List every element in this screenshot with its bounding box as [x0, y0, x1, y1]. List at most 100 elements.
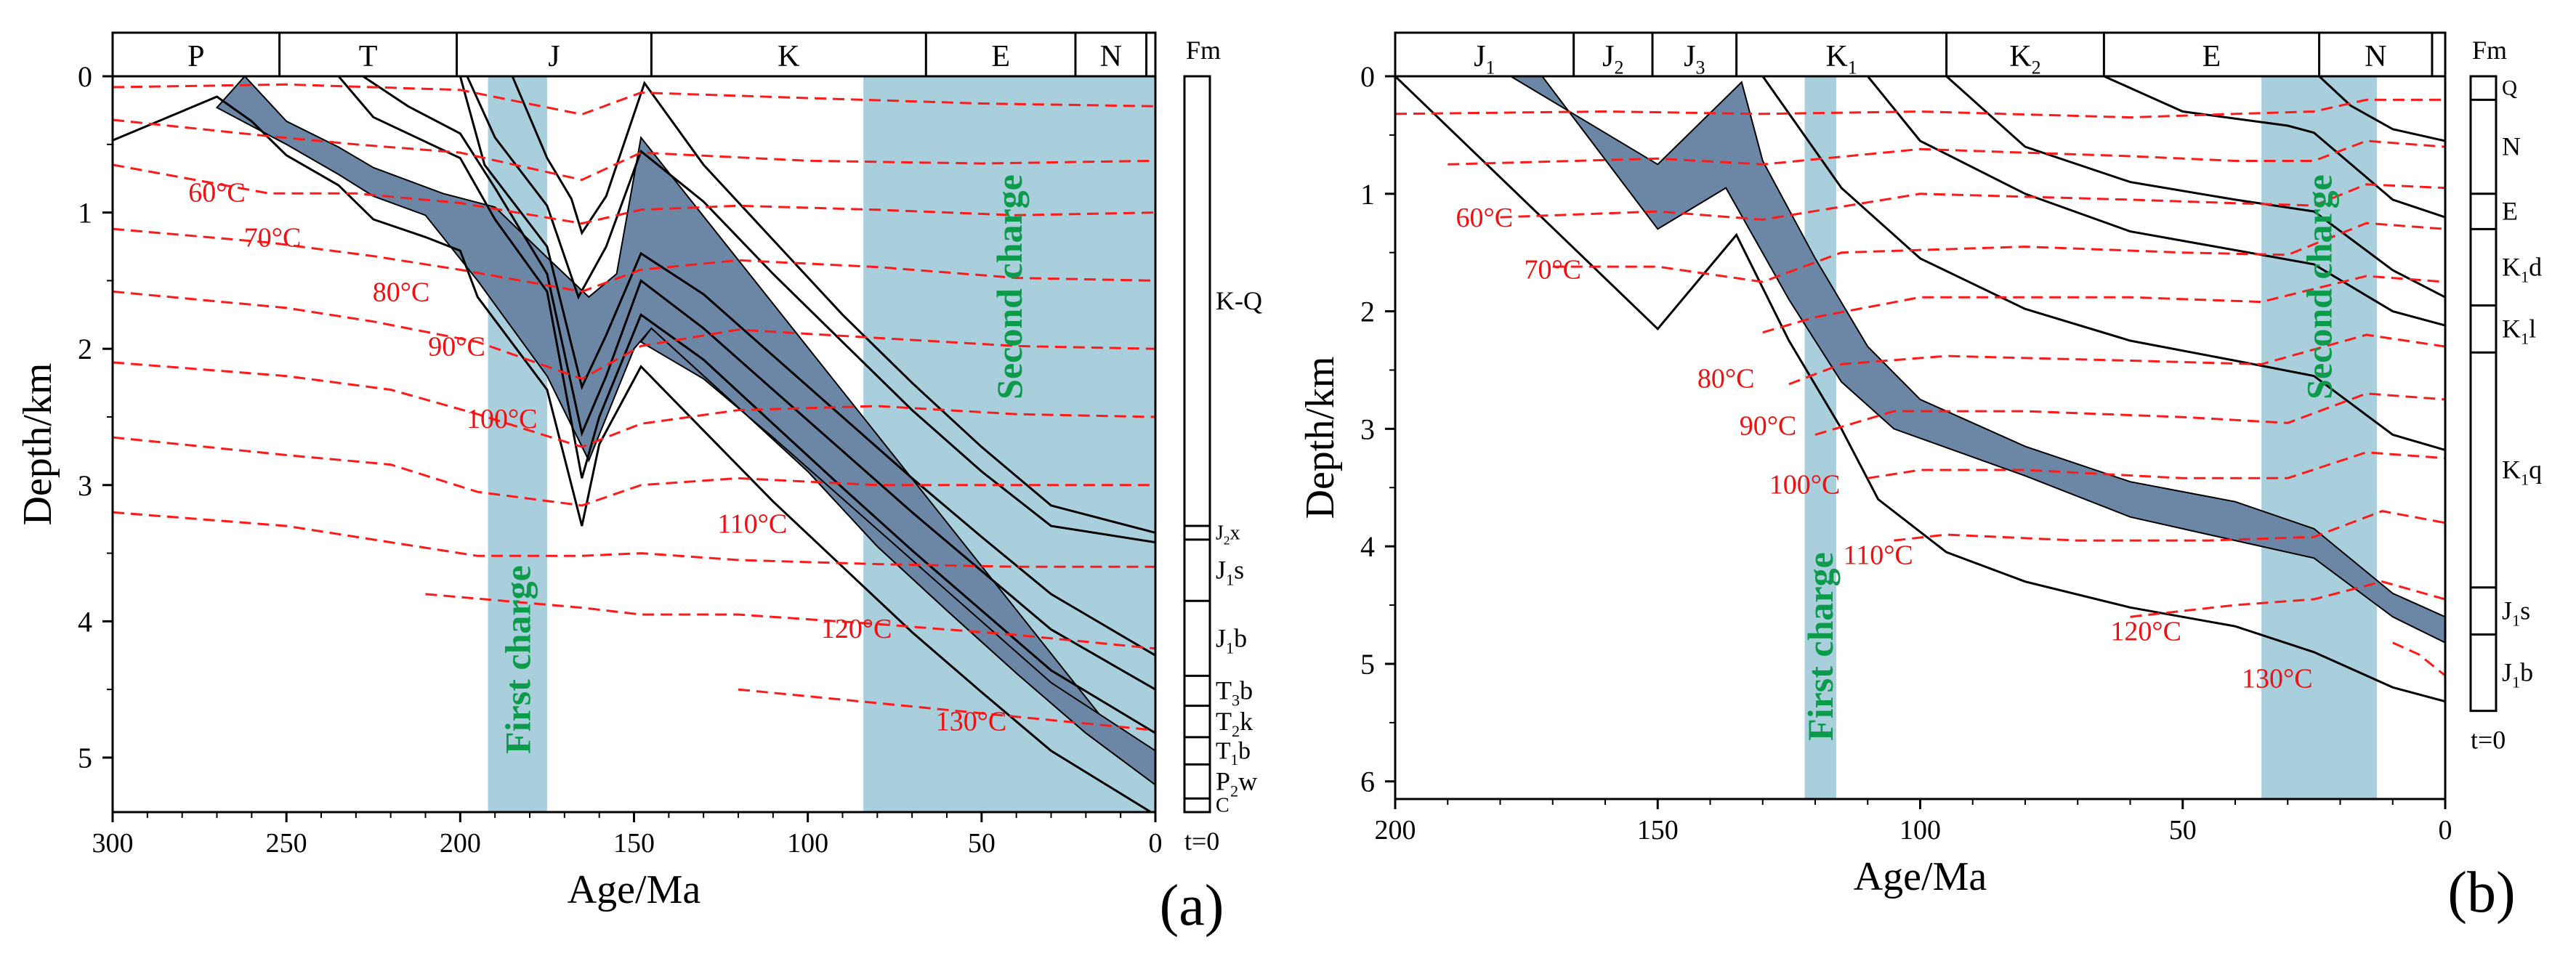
isotherm-line [113, 118, 1155, 182]
formation-label: J1b [2502, 658, 2533, 692]
isotherm-label: 80°C [1697, 364, 1755, 394]
x-axis-label: Age/Ma [1854, 854, 1987, 899]
isotherm-label: 100°C [467, 404, 538, 434]
y-axis-label: Depth/km [1298, 357, 1343, 519]
isotherm-label: 80°C [373, 277, 430, 308]
isotherm-line [113, 511, 1155, 568]
panel-label: (b) [2447, 861, 2515, 925]
period-header-frame [111, 31, 1157, 78]
charge-window-band [1804, 76, 1836, 799]
period-label: K [778, 40, 799, 73]
panel-label: (a) [1160, 874, 1224, 938]
y-tick-label: 6 [1360, 766, 1375, 798]
formation-label: E [2502, 197, 2518, 226]
formation-footer: t=0 [2471, 726, 2506, 755]
isotherm-line [1395, 98, 2445, 119]
formation-header: Fm [1186, 36, 1221, 65]
x-tick-label: 50 [2169, 815, 2197, 846]
panel-b: First charge Second charge 60°C 70°C 80°C 90°… [1298, 31, 2542, 925]
isotherm-line [113, 163, 1155, 225]
isotherm-label: 100°C [1769, 469, 1841, 500]
formation-column-frame [1183, 75, 1211, 814]
isotherm-line [1868, 451, 2445, 479]
formation-label: T1b [1216, 737, 1251, 768]
panel-a: First charge Second charge 60°C 70°C 80°C 90°… [15, 31, 1262, 938]
formation-column: Fm Q N E K1d K1l K1q J1s J1b t=0 [2469, 36, 2542, 755]
formation-label: T2k [1216, 707, 1253, 740]
period-label: E [991, 40, 1010, 73]
burial-history-line [113, 95, 1153, 812]
isotherm-label: 130°C [936, 706, 1007, 737]
isotherm-line [2130, 580, 2445, 618]
y-tick-label: 4 [1360, 530, 1375, 563]
period-label: J3 [1684, 40, 1705, 78]
x-tick-label: 100 [787, 828, 828, 859]
x-tick-label: 200 [1375, 815, 1416, 846]
x-tick-label: 50 [968, 828, 996, 859]
y-tick-label: 2 [1360, 296, 1375, 328]
x-tick-label: 150 [1637, 815, 1679, 846]
isotherm-label: 120°C [821, 614, 892, 644]
period-label: J1 [1474, 40, 1495, 78]
isotherm-label: 70°C [244, 222, 302, 253]
isotherm-label: 90°C [428, 332, 485, 362]
burial-history-line [337, 76, 1155, 734]
burial-history-line [1395, 76, 2445, 703]
burial-history-line [1945, 76, 2445, 299]
y-tick-label: 2 [78, 333, 92, 365]
x-tick-label: 100 [1899, 815, 1941, 846]
isotherm-line [1894, 510, 2445, 542]
x-tick-label: 300 [92, 828, 134, 859]
burial-history-line [459, 76, 1155, 657]
y-tick-label: 5 [78, 742, 92, 774]
isotherm-label: 120°C [2110, 617, 2181, 647]
period-label: K2 [2009, 40, 2040, 78]
formation-label: J1b [1216, 623, 1247, 657]
burial-history-line [2103, 76, 2445, 219]
period-label: J [548, 40, 560, 73]
period-header-frame [1394, 31, 2447, 78]
target-reservoir-layer [639, 327, 1155, 786]
formation-label: K1q [2502, 455, 2542, 489]
isotherm-label: 60°C [188, 178, 246, 208]
isotherm-label: 110°C [1844, 540, 1913, 570]
x-tick-label: 150 [613, 828, 655, 859]
isotherm-line [113, 83, 1155, 116]
y-tick-label: 5 [1360, 648, 1375, 681]
isotherm-line [1552, 222, 2445, 283]
formation-header: Fm [2472, 36, 2507, 65]
y-tick-label: 1 [1360, 178, 1375, 211]
period-label: K1 [1825, 40, 1857, 78]
period-header: J1 J2 J3 K1 K2 E N [1394, 31, 2447, 78]
period-label: N [1100, 40, 1122, 73]
formation-label: C [1216, 795, 1230, 817]
y-tick-label: 0 [78, 60, 92, 93]
x-tick-label: 250 [266, 828, 307, 859]
period-label: P [187, 40, 204, 73]
formation-label: K1d [2502, 252, 2542, 285]
charge-window-label: First charge [1800, 552, 1841, 741]
burial-history-line [1761, 76, 2445, 451]
charge-window-label: Second charge [989, 174, 1030, 400]
formation-label: K1l [2502, 314, 2536, 347]
isotherm-line [113, 227, 1155, 293]
burial-history-line [362, 76, 1155, 691]
y-tick-label: 3 [1360, 413, 1375, 445]
x-tick-label: 200 [440, 828, 481, 859]
isotherm-line [113, 361, 1155, 448]
plot-area [1395, 76, 2445, 799]
formation-column-frame [2469, 75, 2498, 713]
x-tick-label: 0 [2439, 815, 2452, 846]
x-tick-label: 0 [1149, 828, 1163, 859]
formation-label: P2w [1216, 766, 1257, 800]
isotherm-line [113, 290, 1155, 381]
isotherm-line [1762, 275, 2445, 334]
isotherm-line [2392, 641, 2445, 677]
formation-label: J1s [1216, 556, 1244, 589]
burial-history-line [511, 76, 1155, 534]
isotherm-line [1448, 139, 2445, 166]
charge-window-band [2261, 76, 2378, 799]
period-label: N [2365, 40, 2386, 73]
